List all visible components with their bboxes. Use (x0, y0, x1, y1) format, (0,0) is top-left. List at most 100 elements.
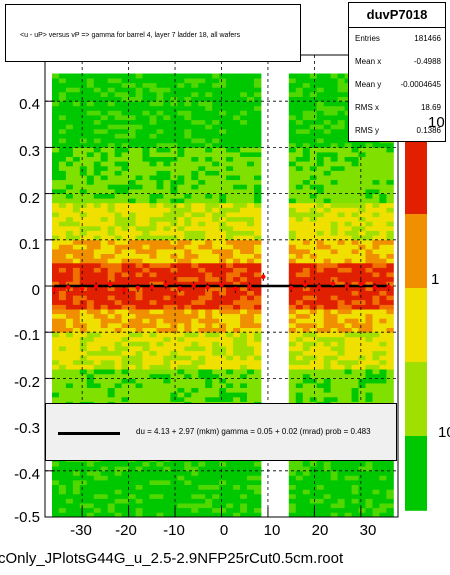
heat-cell (58, 138, 67, 144)
heat-cell (254, 235, 262, 241)
heat-cell (233, 346, 241, 352)
heat-cell (309, 82, 318, 88)
heat-cell (233, 387, 241, 393)
heat-cell (212, 498, 220, 504)
heat-cell (100, 184, 109, 190)
heat-cell (156, 92, 164, 97)
heat-cell (358, 350, 366, 356)
x-tick-label: 0 (219, 522, 229, 539)
heat-cell (316, 249, 325, 254)
heat-cell (337, 96, 345, 102)
heat-cell (177, 396, 185, 402)
heat-cell (72, 253, 81, 259)
heat-cell (323, 489, 332, 495)
heat-cell (254, 225, 262, 231)
heat-cell (93, 179, 102, 185)
heat-cell (149, 152, 157, 157)
heat-cell (177, 133, 185, 139)
heat-cell (254, 253, 262, 259)
heat-cell (309, 309, 318, 315)
heat-cell (337, 207, 345, 213)
heat-cell (149, 253, 157, 259)
heat-cell (288, 281, 297, 287)
heat-cell (93, 82, 102, 88)
heat-cell (240, 193, 248, 199)
heat-cell (128, 142, 136, 148)
color-scale-cell (405, 460, 427, 468)
profile-point (66, 285, 71, 290)
heat-cell (128, 364, 136, 370)
heat-cell (100, 359, 109, 365)
heat-cell (386, 373, 394, 379)
heat-cell (219, 212, 227, 218)
heat-cell (358, 156, 366, 162)
heat-cell (205, 193, 213, 199)
heat-cell (156, 470, 164, 476)
heat-cell (149, 355, 157, 361)
heat-cell (372, 198, 380, 204)
heat-cell (379, 461, 387, 467)
heat-cell (351, 276, 359, 282)
heat-cell (149, 323, 157, 328)
heat-cell (247, 87, 255, 93)
heat-cell (121, 364, 129, 370)
heat-cell (337, 309, 345, 315)
heat-cell (358, 267, 366, 273)
heat-cell (302, 498, 311, 504)
heat-cell (170, 327, 178, 333)
heat-cell (65, 216, 74, 222)
heat-cell (149, 350, 157, 356)
heat-cell (107, 387, 116, 393)
heat-cell (226, 92, 234, 97)
heat-cell (191, 212, 199, 218)
heat-cell (379, 475, 387, 481)
heat-cell (135, 461, 143, 467)
heat-cell (351, 253, 359, 259)
heat-cell (247, 152, 255, 157)
heat-cell (309, 198, 318, 204)
heat-cell (330, 128, 339, 134)
heat-cell (316, 493, 325, 499)
heat-cell (226, 184, 234, 190)
heat-cell (135, 225, 143, 231)
heat-cell (212, 92, 220, 97)
heat-cell (121, 96, 129, 102)
heat-cell (365, 466, 373, 472)
heat-cell (365, 262, 373, 268)
heat-cell (379, 350, 387, 356)
heat-cell (247, 318, 255, 324)
heat-cell (128, 281, 136, 287)
heat-cell (142, 392, 150, 398)
heat-cell (135, 313, 143, 319)
heat-cell (93, 207, 102, 213)
footer-filename: cOnly_JPlotsG44G_u_2.5-2.9NFP25rCut0.5cm… (0, 550, 344, 567)
heat-cell (58, 470, 67, 476)
heat-cell (86, 193, 95, 199)
heat-cell (100, 138, 109, 144)
heat-cell (184, 323, 192, 328)
heat-cell (344, 230, 352, 236)
heat-cell (379, 512, 387, 518)
stats-value: 18.69 (420, 103, 441, 112)
heat-cell (288, 138, 297, 144)
heat-cell (52, 383, 60, 388)
heat-cell (107, 202, 116, 208)
heat-cell (351, 318, 359, 324)
heat-cell (337, 244, 345, 250)
heat-cell (114, 387, 123, 393)
heat-cell (226, 78, 234, 84)
heat-cell (142, 466, 150, 472)
heat-cell (302, 267, 311, 273)
heat-cell (240, 276, 248, 282)
heat-cell (288, 336, 297, 342)
heat-cell (226, 295, 234, 301)
heat-cell (351, 378, 359, 384)
heat-cell (365, 383, 373, 388)
heat-cell (379, 221, 387, 227)
heat-cell (316, 184, 325, 190)
heat-cell (309, 304, 318, 310)
heat-cell (337, 466, 345, 472)
heat-cell (240, 207, 248, 213)
heat-cell (58, 378, 67, 384)
heat-cell (107, 212, 116, 218)
